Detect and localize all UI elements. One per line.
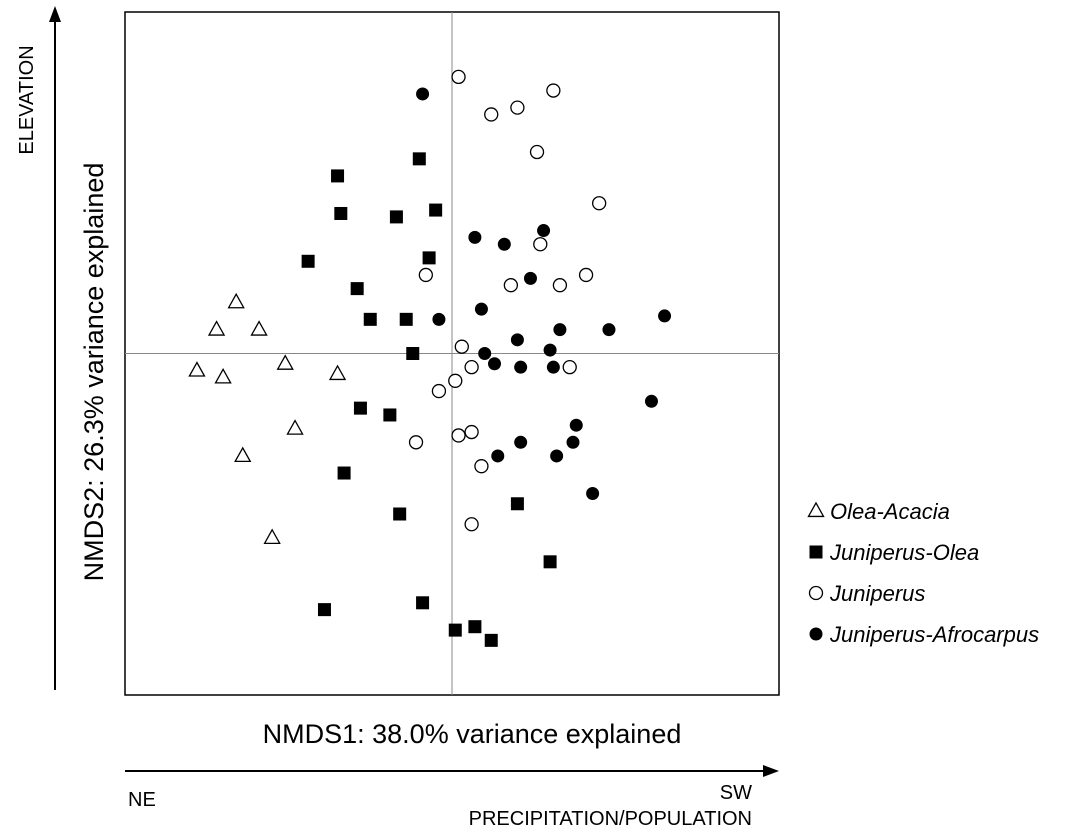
data-point-juniperus-afrocarpus (553, 323, 567, 337)
data-point-juniperus-afrocarpus (468, 230, 482, 244)
data-point-juniperus-olea (363, 312, 377, 326)
data-point-juniperus-afrocarpus (569, 418, 583, 432)
data-points (188, 69, 672, 647)
data-point-juniperus (529, 144, 545, 160)
data-point-juniperus-olea (416, 596, 430, 610)
data-point-juniperus (431, 383, 447, 399)
data-point-juniperus (464, 360, 479, 375)
data-point-juniperus-olea (468, 620, 482, 634)
data-point-juniperus-afrocarpus (550, 449, 564, 463)
data-point-juniperus-afrocarpus (537, 224, 551, 238)
data-point-juniperus-olea (393, 507, 407, 521)
data-point-juniperus-olea (353, 401, 367, 415)
data-point-juniperus (578, 267, 594, 283)
data-point-juniperus-olea (484, 633, 498, 647)
data-point-juniperus-olea (399, 312, 413, 326)
data-point-juniperus-olea (389, 210, 403, 224)
data-point-juniperus (448, 373, 463, 388)
data-point-juniperus (546, 83, 561, 98)
data-point-juniperus-afrocarpus (546, 360, 560, 374)
data-point-olea-acacia (234, 446, 252, 463)
data-point-juniperus (510, 100, 525, 115)
gradient-axis-label: PRECIPITATION/POPULATION (469, 808, 752, 830)
legend-label-olea-acacia: Olea-Acacia (830, 499, 950, 524)
data-point-juniperus-olea (301, 254, 315, 268)
data-point-juniperus-olea (543, 555, 557, 569)
legend-label-juniperus-olea: Juniperus-Olea (829, 540, 979, 565)
data-point-juniperus-afrocarpus (514, 360, 528, 374)
data-point-juniperus-afrocarpus (658, 309, 672, 323)
data-point-juniperus-afrocarpus (514, 435, 528, 449)
data-point-juniperus (451, 428, 466, 443)
legend-marker-juniperus-afrocarpus (809, 627, 823, 641)
data-point-olea-acacia (276, 354, 294, 370)
data-point-juniperus-afrocarpus (543, 343, 557, 357)
data-point-juniperus (464, 424, 479, 440)
data-point-juniperus-afrocarpus (586, 487, 600, 501)
legend-label-juniperus-afrocarpus: Juniperus-Afrocarpus (829, 622, 1039, 647)
data-point-juniperus-olea (429, 203, 443, 217)
data-point-olea-acacia (328, 364, 347, 381)
data-point-juniperus-olea (317, 603, 331, 617)
data-point-juniperus-olea (334, 206, 348, 220)
data-point-juniperus-olea (350, 282, 364, 296)
data-point-juniperus (562, 360, 577, 375)
legend-label-juniperus: Juniperus (829, 581, 925, 606)
x-axis-title: NMDS1: 38.0% variance explained (263, 719, 682, 749)
data-point-juniperus-afrocarpus (497, 237, 511, 251)
legend-marker-juniperus-olea (809, 545, 823, 559)
y-axis-title: NMDS2: 26.3% variance explained (79, 163, 109, 582)
data-point-juniperus-afrocarpus (566, 435, 580, 449)
data-point-juniperus (592, 196, 607, 211)
data-point-juniperus-olea (406, 347, 420, 360)
data-point-juniperus (408, 435, 424, 450)
gradient-left-label: NE (128, 789, 156, 811)
data-point-juniperus-olea (422, 251, 436, 265)
data-point-juniperus-afrocarpus (488, 357, 502, 371)
elevation-label: ELEVATION (16, 45, 38, 154)
data-point-olea-acacia (214, 368, 232, 384)
data-point-juniperus-afrocarpus (432, 312, 446, 326)
data-point-juniperus-olea (510, 497, 524, 511)
data-point-juniperus (552, 278, 568, 293)
data-point-juniperus-olea (448, 623, 462, 637)
data-point-juniperus (484, 107, 499, 122)
data-point-olea-acacia (188, 361, 206, 377)
data-point-juniperus (503, 278, 519, 293)
data-point-juniperus (418, 267, 433, 283)
data-point-juniperus (533, 237, 548, 252)
data-point-juniperus-afrocarpus (510, 333, 524, 347)
data-point-juniperus-afrocarpus (644, 394, 658, 408)
data-point-olea-acacia (207, 320, 226, 336)
data-point-juniperus-afrocarpus (416, 87, 430, 101)
data-point-juniperus-olea (383, 408, 397, 422)
gradient-arrow-head (763, 765, 779, 777)
data-point-olea-acacia (263, 528, 281, 545)
data-point-juniperus (451, 69, 466, 85)
data-point-juniperus-afrocarpus (602, 323, 616, 337)
data-point-juniperus-afrocarpus (523, 271, 537, 285)
data-point-juniperus-olea (337, 466, 351, 480)
legend: Olea-Acacia Juniperus-Olea Juniperus Junipe… (807, 499, 1039, 647)
gradient-right-label: SW (720, 782, 752, 804)
data-point-juniperus-afrocarpus (491, 449, 505, 463)
data-point-juniperus-afrocarpus (474, 302, 488, 316)
data-point-juniperus (454, 339, 469, 354)
data-point-olea-acacia (286, 419, 304, 435)
data-point-juniperus-olea (331, 169, 345, 183)
legend-marker-olea-acacia (807, 501, 825, 518)
data-point-juniperus (474, 459, 489, 474)
data-point-juniperus-olea (412, 152, 426, 166)
elevation-arrow-head (49, 6, 61, 22)
data-point-juniperus (464, 517, 479, 532)
data-point-olea-acacia (227, 292, 245, 309)
data-point-olea-acacia (250, 320, 268, 336)
data-point-juniperus-afrocarpus (478, 347, 492, 360)
legend-marker-juniperus (808, 585, 824, 601)
